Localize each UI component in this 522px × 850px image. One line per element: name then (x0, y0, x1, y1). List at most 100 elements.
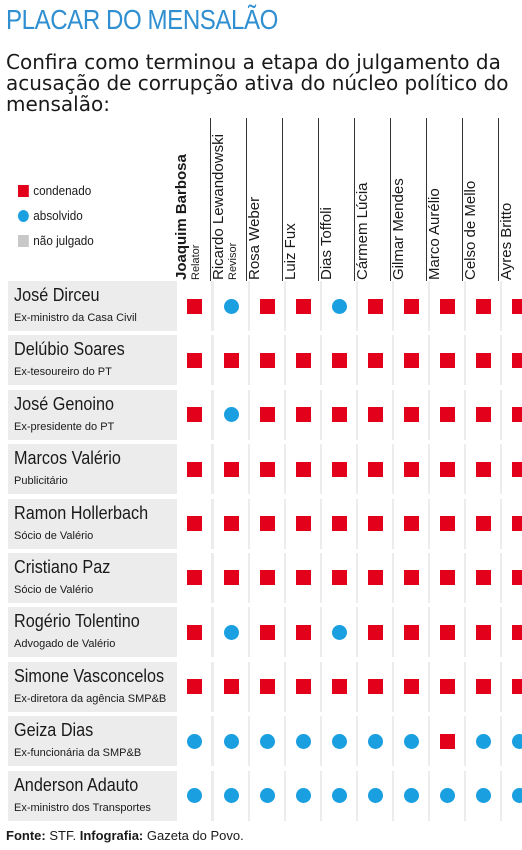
vote-cell (250, 770, 284, 821)
column-separator (246, 118, 247, 288)
table-row: José Dirceu Ex-ministro da Casa Civil (8, 281, 522, 331)
vote-cell (430, 335, 464, 386)
vote-cell (430, 281, 464, 331)
vote-cell (394, 661, 428, 712)
table-row: Ramon Hollerbach Sócio de Valério (8, 498, 522, 549)
source-label: Fonte: (6, 828, 46, 843)
vote-marker-condenado (295, 352, 311, 368)
defendant-name: José Dirceu (14, 285, 100, 305)
column-header: Celso de Mello (462, 118, 496, 280)
vote-marker-condenado (403, 624, 419, 640)
vote-marker-condenado (439, 516, 455, 532)
vote-marker-condenado (403, 407, 419, 423)
vote-marker-absolvido (331, 733, 347, 749)
vote-marker-condenado (259, 624, 275, 640)
vote-marker-condenado (186, 679, 202, 695)
vote-marker-condenado (367, 407, 383, 423)
table-row: José Genoino Ex-presidente do PT (8, 389, 522, 440)
vote-marker-condenado (186, 516, 202, 532)
vote-marker-condenado (223, 570, 239, 586)
vote-cell (394, 444, 428, 495)
column-header: Ayres Britto (498, 118, 522, 280)
vote-cell (466, 770, 500, 821)
defendant-role: Sócio de Valério (14, 529, 94, 542)
defendant-name: Marcos Valério (14, 448, 121, 469)
vote-cell (214, 716, 248, 767)
vote-cell (286, 661, 320, 712)
column-separator (282, 118, 283, 288)
vote-cell (214, 661, 248, 712)
judge-name: Luiz Fux (282, 223, 299, 280)
vote-marker-absolvido (439, 788, 455, 804)
vote-marker-condenado (331, 461, 347, 477)
vote-marker-absolvido (331, 788, 347, 804)
vote-marker-condenado (295, 624, 311, 640)
column-header: Dias Toffoli (318, 118, 352, 280)
vote-cell (250, 552, 284, 603)
table-row: Anderson Adauto Ex-ministro dos Transport… (8, 770, 522, 821)
vote-cell (358, 281, 392, 331)
column-separator (318, 118, 319, 288)
vote-marker-condenado (186, 624, 202, 640)
vote-cell (177, 661, 211, 712)
vote-marker-condenado (475, 570, 491, 586)
vote-cell (394, 607, 428, 658)
defendant-name: Rogério Tolentino (14, 611, 140, 632)
source-text: STF. (49, 828, 77, 843)
table-row: Rogério Tolentino Advogado de Valério (8, 607, 522, 658)
defendant-role: Ex-funcionária da SMP&B (14, 747, 142, 760)
defendant-name: Simone Vasconcelos (14, 665, 165, 686)
vote-marker-condenado (403, 298, 419, 314)
vote-cell (214, 607, 248, 658)
infographic-text: Gazeta do Povo. (146, 828, 244, 843)
defendant-role: Publicitário (14, 475, 68, 488)
vote-cell (358, 661, 392, 712)
vote-marker-condenado (223, 516, 239, 532)
legend-label: não julgado (33, 233, 94, 248)
vote-cell (322, 444, 356, 495)
vote-cell (250, 607, 284, 658)
vote-cell (430, 716, 464, 767)
vote-marker-condenado (186, 570, 202, 586)
vote-marker-condenado (511, 624, 522, 640)
vote-marker-condenado (511, 461, 522, 477)
vote-cell (177, 552, 211, 603)
vote-cell (466, 444, 500, 495)
column-separator (210, 118, 211, 288)
vote-cell (177, 444, 211, 495)
vote-cell (358, 498, 392, 549)
vote-marker-absolvido (259, 788, 275, 804)
vote-cell (466, 607, 500, 658)
page-title: PLACAR DO MENSALÃO (6, 4, 278, 35)
subtitle: Confira como terminou a etapa do julgame… (6, 50, 509, 116)
vote-marker-condenado (367, 624, 383, 640)
vote-marker-condenado (367, 461, 383, 477)
vote-cell (430, 552, 464, 603)
defendant-name: Ramon Hollerbach (14, 502, 149, 523)
legend-item-absolvido: absolvido (18, 203, 94, 228)
vote-cell (286, 498, 320, 549)
column-header: Cármem Lúcia (354, 118, 388, 280)
vote-marker-condenado (439, 733, 455, 749)
vote-cell (322, 389, 356, 440)
judge-name: Ayres Britto (498, 202, 515, 280)
vote-cell (177, 335, 211, 386)
vote-cell (322, 661, 356, 712)
vote-marker-absolvido (367, 733, 383, 749)
judge-name: Ricardo Lewandowski (210, 134, 227, 280)
vote-cell (177, 281, 211, 331)
vote-cell (250, 498, 284, 549)
vote-cell (358, 552, 392, 603)
vote-marker-absolvido (511, 788, 522, 804)
vote-cell (394, 552, 428, 603)
vote-marker-condenado (403, 352, 419, 368)
vote-cell (358, 716, 392, 767)
vote-cell (502, 607, 522, 658)
judge-role: Relator (190, 244, 202, 280)
vote-cell (502, 389, 522, 440)
column-header: Rosa Weber (246, 118, 280, 280)
defendant-name: Anderson Adauto (14, 774, 139, 795)
vote-marker-condenado (295, 298, 311, 314)
vote-cell (394, 770, 428, 821)
vote-cell (214, 281, 248, 331)
